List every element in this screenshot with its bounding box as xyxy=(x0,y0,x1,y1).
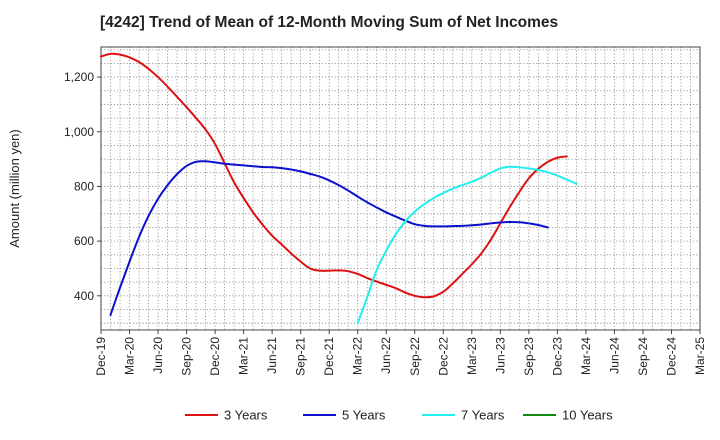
plot-frame xyxy=(100,46,701,331)
y-tick-label: 1,000 xyxy=(64,125,94,139)
legend-label-5-years: 5 Years xyxy=(342,408,386,423)
legend-label-10-years: 10 Years xyxy=(562,408,613,423)
legend-label-7-years: 7 Years xyxy=(461,408,505,423)
x-tick-label: Jun-24 xyxy=(607,337,621,374)
x-tick-label: Jun-21 xyxy=(265,337,279,374)
x-tick-label: Dec-20 xyxy=(208,337,222,376)
x-tick-label: Sep-21 xyxy=(294,337,308,376)
x-tick-label: Jun-23 xyxy=(493,337,507,374)
x-tick-label: Sep-23 xyxy=(522,337,536,376)
chart-title: [4242] Trend of Mean of 12-Month Moving … xyxy=(100,14,559,31)
x-tick-label: Mar-20 xyxy=(123,337,137,375)
x-tick-label: Dec-19 xyxy=(94,337,108,376)
y-axis-label: Amount (million yen) xyxy=(7,129,22,248)
series-line-5-years xyxy=(109,160,549,316)
y-tick-label: 600 xyxy=(74,234,94,248)
y-tick-label: 1,200 xyxy=(64,70,94,84)
x-tick-label: Mar-22 xyxy=(351,337,365,375)
x-tick-label: Jun-22 xyxy=(379,337,393,374)
y-tick-label: 800 xyxy=(74,179,94,193)
x-tick-label: Dec-24 xyxy=(664,337,678,376)
x-tick-label: Sep-22 xyxy=(408,337,422,376)
x-tick-label: Dec-23 xyxy=(550,337,564,376)
x-tick-label: Dec-22 xyxy=(436,337,450,376)
x-tick-label: Mar-23 xyxy=(465,337,479,375)
x-tick-label: Jun-20 xyxy=(151,337,165,374)
x-tick-label: Mar-24 xyxy=(579,337,593,375)
x-tick-label: Sep-24 xyxy=(636,337,650,376)
x-tick-label: Mar-21 xyxy=(237,337,251,375)
series-line-3-years xyxy=(100,52,568,299)
plot-area xyxy=(101,47,700,330)
x-tick-label: Sep-20 xyxy=(180,337,194,376)
y-tick-label: 400 xyxy=(74,289,94,303)
series-line-7-years xyxy=(356,165,578,325)
x-tick-label: Mar-25 xyxy=(693,337,707,375)
x-tick-label: Dec-21 xyxy=(322,337,336,376)
legend-label-3-years: 3 Years xyxy=(224,408,268,423)
